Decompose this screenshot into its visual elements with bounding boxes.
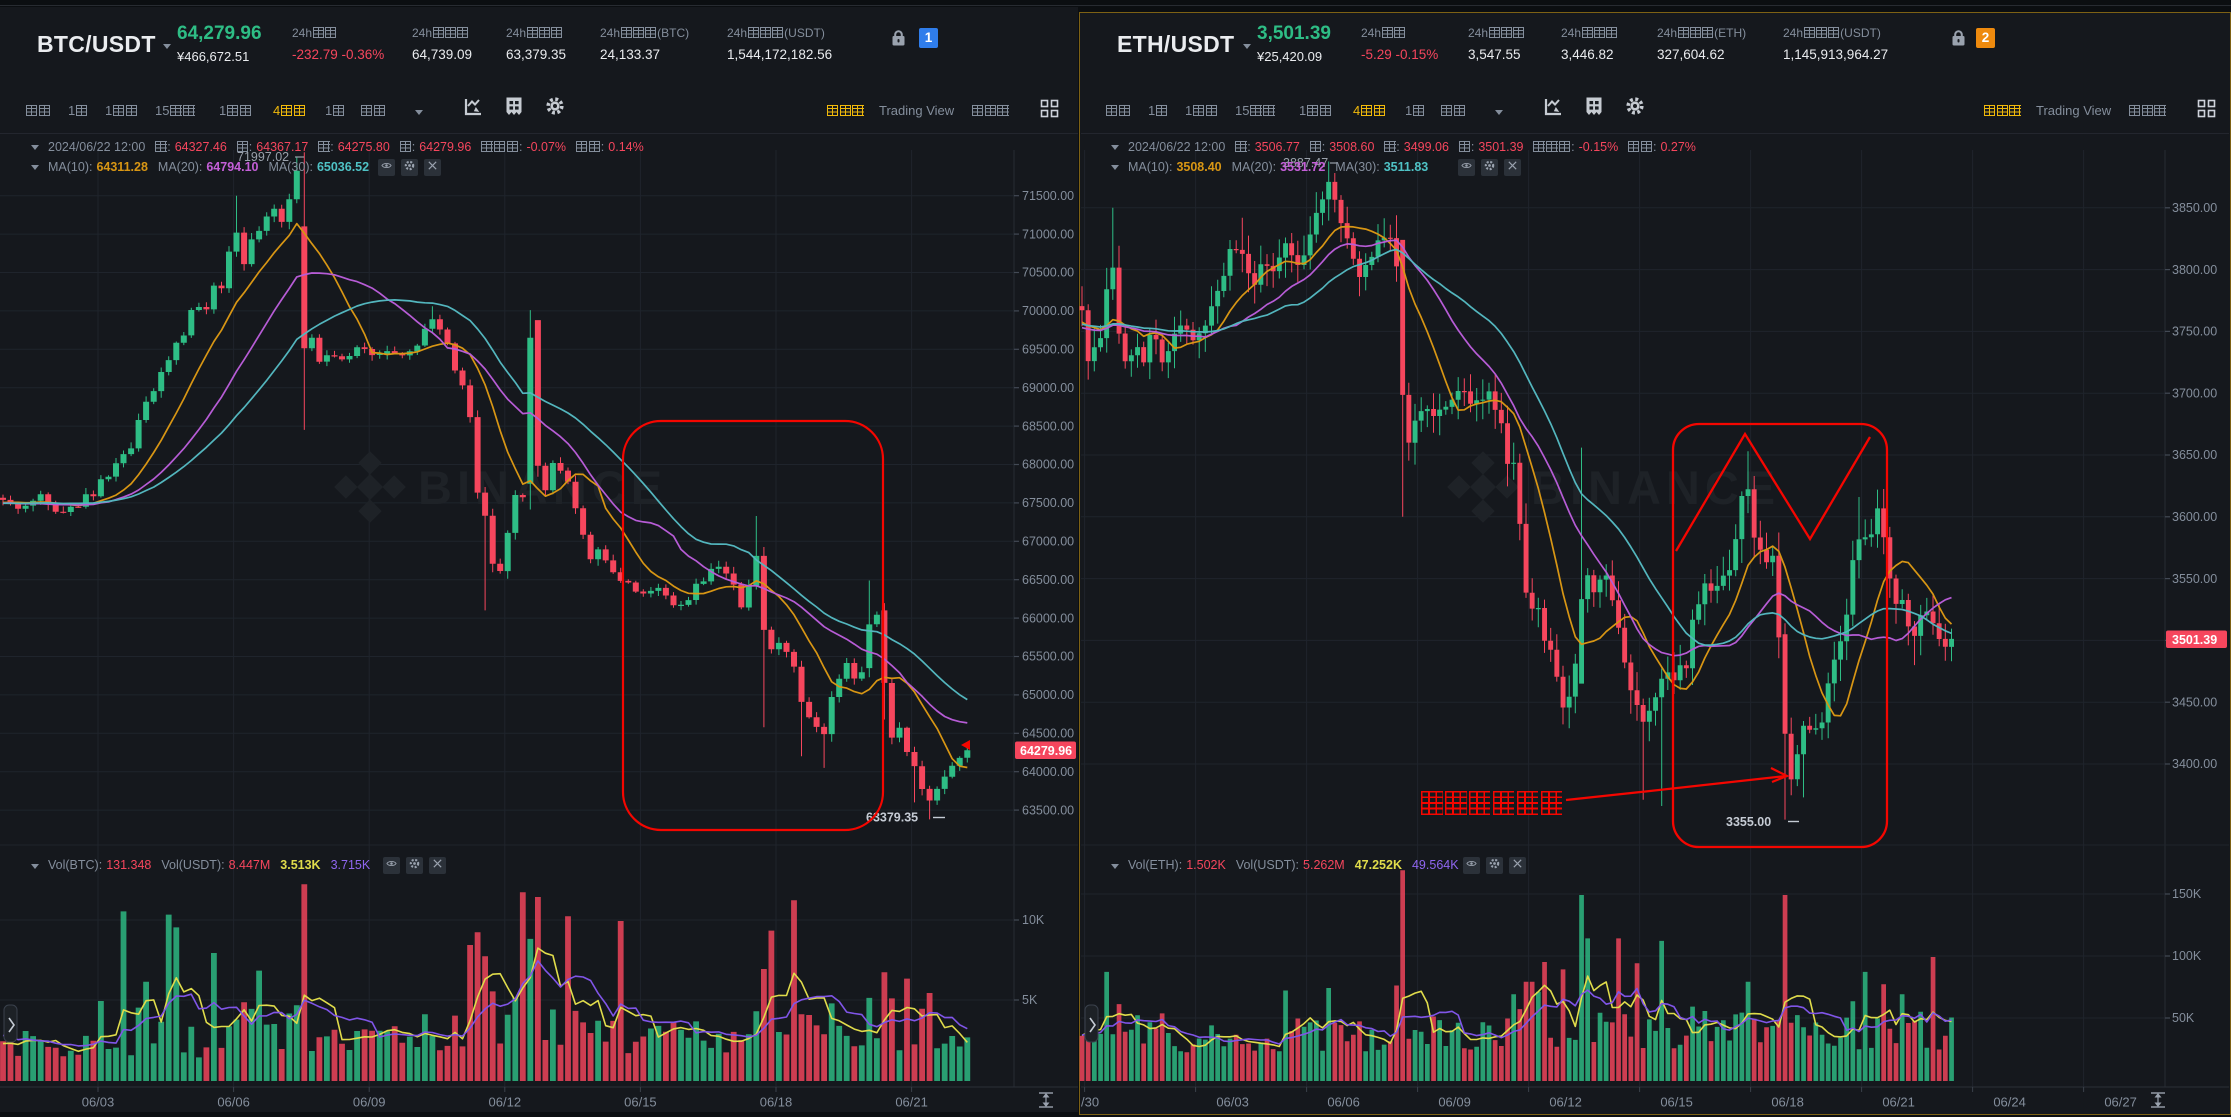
svg-text:64000.00: 64000.00: [1022, 765, 1074, 779]
svg-text:70000.00: 70000.00: [1022, 304, 1074, 318]
svg-text:150K: 150K: [2172, 887, 2202, 901]
svg-text:06/06: 06/06: [1327, 1095, 1360, 1110]
svg-text:3750.00: 3750.00: [2172, 325, 2217, 339]
svg-text:06/09: 06/09: [1438, 1095, 1471, 1110]
svg-text:3800.00: 3800.00: [2172, 263, 2217, 277]
svg-text:64500.00: 64500.00: [1022, 727, 1074, 741]
svg-text:06/03: 06/03: [1216, 1095, 1249, 1110]
svg-text:69500.00: 69500.00: [1022, 343, 1074, 357]
svg-text:3355.00: 3355.00: [1726, 815, 1771, 829]
svg-text:66000.00: 66000.00: [1022, 611, 1074, 625]
svg-text:67500.00: 67500.00: [1022, 496, 1074, 510]
svg-text:06/09: 06/09: [353, 1095, 386, 1110]
svg-text:63500.00: 63500.00: [1022, 803, 1074, 817]
svg-text:BINANCE: BINANCE: [1531, 461, 1780, 514]
svg-text:/30: /30: [1081, 1095, 1099, 1110]
svg-text:06/24: 06/24: [1993, 1095, 2026, 1110]
svg-text:63379.35: 63379.35: [866, 811, 918, 825]
svg-text:50K: 50K: [2172, 1011, 2195, 1025]
svg-text:BINANCE: BINANCE: [418, 461, 667, 514]
svg-text:66500.00: 66500.00: [1022, 573, 1074, 587]
svg-text:3850.00: 3850.00: [2172, 201, 2217, 215]
svg-text:3600.00: 3600.00: [2172, 510, 2217, 524]
svg-text:100K: 100K: [2172, 949, 2202, 963]
svg-text:3501.39: 3501.39: [2172, 633, 2217, 647]
svg-text:06/27: 06/27: [2104, 1095, 2137, 1110]
svg-text:06/06: 06/06: [217, 1095, 250, 1110]
svg-text:3887.47: 3887.47: [1283, 156, 1328, 170]
svg-text:5K: 5K: [1022, 993, 1038, 1007]
svg-text:3700.00: 3700.00: [2172, 386, 2217, 400]
svg-text:06/21: 06/21: [1882, 1095, 1915, 1110]
svg-text:3450.00: 3450.00: [2172, 695, 2217, 709]
svg-text:06/12: 06/12: [489, 1095, 522, 1110]
svg-text:06/15: 06/15: [624, 1095, 657, 1110]
svg-text:10K: 10K: [1022, 913, 1045, 927]
svg-text:68500.00: 68500.00: [1022, 419, 1074, 433]
svg-text:3550.00: 3550.00: [2172, 572, 2217, 586]
svg-text:06/12: 06/12: [1549, 1095, 1582, 1110]
svg-text:71997.02: 71997.02: [237, 150, 289, 164]
svg-text:71500.00: 71500.00: [1022, 189, 1074, 203]
svg-text:69000.00: 69000.00: [1022, 381, 1074, 395]
svg-text:70500.00: 70500.00: [1022, 266, 1074, 280]
svg-text:06/18: 06/18: [760, 1095, 793, 1110]
svg-text:67000.00: 67000.00: [1022, 535, 1074, 549]
svg-text:65000.00: 65000.00: [1022, 688, 1074, 702]
svg-text:3400.00: 3400.00: [2172, 757, 2217, 771]
svg-text:06/15: 06/15: [1660, 1095, 1693, 1110]
svg-text:64279.96: 64279.96: [1020, 744, 1072, 758]
svg-text:06/18: 06/18: [1771, 1095, 1804, 1110]
svg-text:3650.00: 3650.00: [2172, 448, 2217, 462]
svg-text:06/21: 06/21: [895, 1095, 928, 1110]
svg-text:68000.00: 68000.00: [1022, 458, 1074, 472]
svg-text:65500.00: 65500.00: [1022, 650, 1074, 664]
svg-text:71000.00: 71000.00: [1022, 227, 1074, 241]
svg-text:06/03: 06/03: [82, 1095, 115, 1110]
